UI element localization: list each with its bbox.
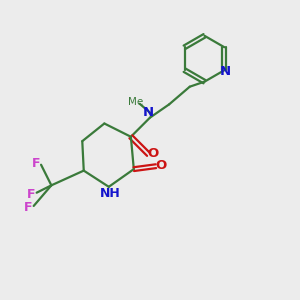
Text: F: F: [32, 157, 40, 170]
Text: N: N: [219, 65, 230, 78]
Text: F: F: [27, 188, 36, 201]
Text: F: F: [24, 201, 33, 214]
Text: Me: Me: [128, 97, 143, 107]
Text: N: N: [143, 106, 154, 119]
Text: NH: NH: [100, 188, 121, 200]
Text: O: O: [148, 147, 159, 160]
Text: O: O: [155, 159, 167, 172]
